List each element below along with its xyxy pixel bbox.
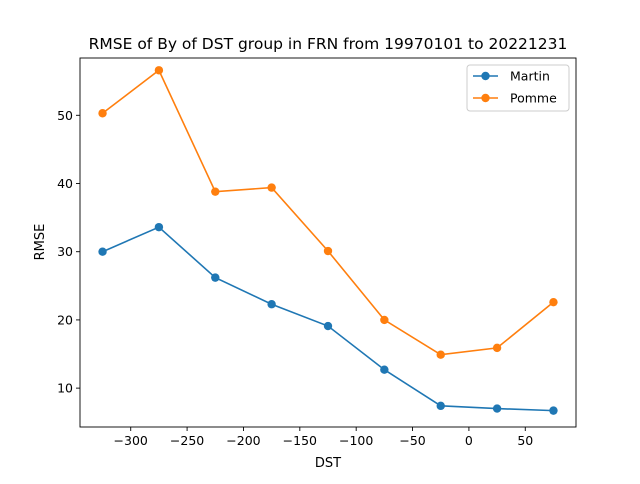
y-tick-label: 30 bbox=[57, 244, 73, 259]
legend-label-martin: Martin bbox=[510, 69, 550, 84]
data-point-martin bbox=[267, 300, 276, 309]
data-point-pomme bbox=[323, 246, 333, 256]
x-tick-label: −300 bbox=[114, 433, 148, 448]
data-point-pomme bbox=[436, 350, 445, 359]
data-point-pomme bbox=[380, 315, 389, 325]
y-axis-label: RMSE bbox=[33, 224, 48, 261]
data-point-pomme bbox=[267, 183, 276, 192]
x-axis-ticks: −300 −250 −200 −150 −100 −50 0 50 bbox=[114, 427, 533, 448]
data-point-pomme bbox=[211, 187, 220, 196]
y-axis-ticks: 10 20 30 40 50 bbox=[57, 108, 80, 396]
chart-title: RMSE of By of DST group in FRN from 1997… bbox=[89, 35, 568, 53]
x-tick-label: −250 bbox=[170, 433, 204, 448]
x-tick-label: −150 bbox=[283, 433, 317, 448]
x-tick-label: 0 bbox=[465, 433, 473, 448]
data-point-martin bbox=[436, 401, 445, 411]
y-tick-label: 50 bbox=[57, 108, 73, 123]
data-point-martin bbox=[492, 404, 502, 413]
legend-marker-pomme bbox=[481, 93, 490, 103]
data-point-martin bbox=[549, 406, 558, 415]
y-tick-label: 20 bbox=[57, 312, 73, 327]
legend-marker-martin bbox=[481, 71, 490, 81]
data-point-martin bbox=[380, 365, 389, 374]
data-point-martin bbox=[211, 273, 220, 282]
plot-frame bbox=[79, 57, 577, 428]
data-point-pomme bbox=[549, 297, 558, 307]
x-tick-label: 50 bbox=[517, 433, 533, 448]
data-point-pomme bbox=[98, 109, 107, 118]
data-point-martin bbox=[323, 321, 333, 331]
y-tick-label: 40 bbox=[57, 176, 73, 191]
data-point-pomme bbox=[154, 66, 164, 75]
x-tick-label: −200 bbox=[226, 433, 260, 448]
data-point-martin bbox=[154, 222, 164, 232]
x-tick-label: −100 bbox=[339, 433, 373, 448]
y-tick-label: 10 bbox=[57, 381, 73, 396]
data-point-martin bbox=[98, 247, 107, 256]
x-axis-label: DST bbox=[315, 456, 341, 471]
legend: Martin Pomme bbox=[466, 64, 570, 112]
legend-label-pomme: Pomme bbox=[510, 91, 557, 106]
data-point-pomme bbox=[492, 343, 502, 353]
series-layer bbox=[98, 66, 558, 415]
x-tick-label: −50 bbox=[399, 433, 425, 448]
